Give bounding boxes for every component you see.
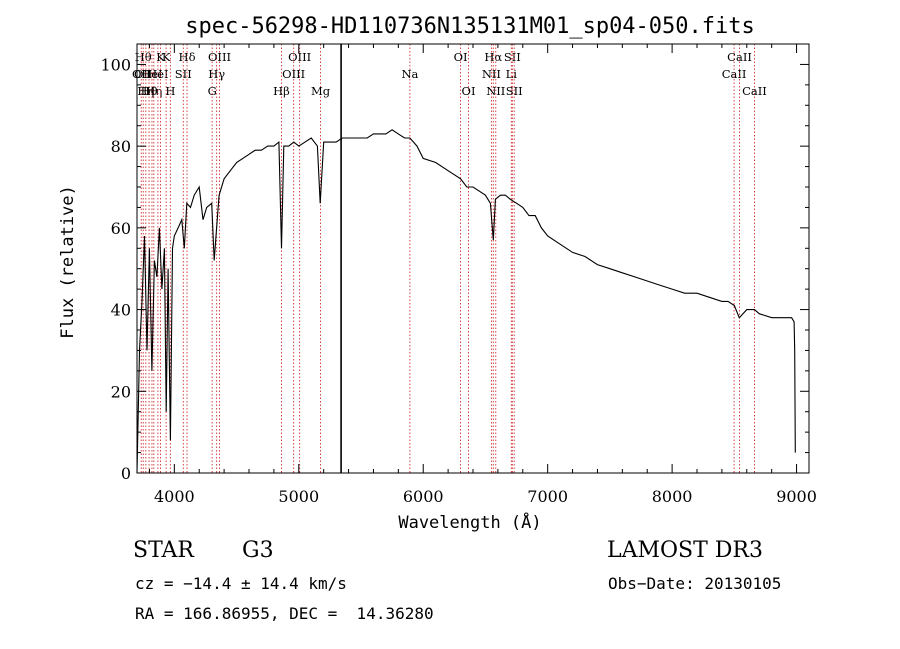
y-axis-label: Flux (relative) [58, 185, 78, 339]
line-label: NII [482, 67, 501, 81]
line-label: Hη [137, 84, 154, 98]
line-label: Hθ [135, 50, 152, 64]
line-label: SII [175, 67, 192, 81]
line-label: CaII [727, 50, 752, 64]
object-class: STAR [133, 538, 194, 563]
x-tick-label: 8000 [652, 487, 693, 506]
line-label: OIII [208, 50, 231, 64]
line-label: Na [401, 67, 418, 81]
flux-series-line [136, 129, 796, 474]
line-label: CaII [742, 84, 767, 98]
x-tick-label: 9000 [776, 487, 817, 506]
line-label: SII [506, 84, 523, 98]
axis-ticks [137, 44, 809, 474]
line-label: OII [134, 67, 153, 81]
line-label: Hα [484, 50, 502, 64]
ra-dec-coordinates: RA = 166.86955, DEC = 14.36280 [135, 604, 434, 623]
survey-name: LAMOST DR3 [607, 538, 763, 563]
y-tick-label: 80 [111, 137, 131, 156]
chart-title: spec-56298-HD110736N135131M01_sp04-050.f… [185, 14, 755, 39]
plot-frame [136, 43, 810, 474]
line-label: HeI [141, 67, 162, 81]
line-label: Mg [311, 84, 331, 98]
line-label: NII [486, 84, 505, 98]
redshift-cz: cz = −14.4 ± 14.4 km/s [135, 574, 347, 593]
line-label: Hη [145, 84, 162, 98]
x-tick-label: 4000 [154, 487, 195, 506]
y-tick-label: 40 [111, 301, 131, 320]
line-label: OIII [288, 50, 311, 64]
line-label: Hγ [208, 67, 225, 81]
line-label: K [156, 50, 165, 64]
x-tick-label: 7000 [527, 487, 568, 506]
observation-date: Obs−Date: 20130105 [608, 574, 782, 593]
line-label: OI [462, 84, 476, 98]
spectral-line-markers: OIIHθOIIHηHθHeIHηHeIKKHSIIHδGHγOIIIHβOII… [132, 44, 767, 473]
x-axis-label: Wavelength (Å) [398, 511, 541, 533]
line-label: H [165, 84, 175, 98]
y-tick-label: 60 [111, 219, 131, 238]
line-label: Hδ [179, 50, 196, 64]
line-label: OIII [282, 67, 305, 81]
line-label: OI [454, 50, 468, 64]
x-tick-label: 5000 [278, 487, 319, 506]
line-label: Hβ [273, 84, 290, 98]
y-tick-label: 0 [121, 464, 131, 483]
object-subclass: G3 [242, 538, 274, 563]
line-label: CaII [722, 67, 747, 81]
line-label: K [162, 50, 171, 64]
y-tick-label: 100 [100, 55, 131, 74]
line-label: SII [504, 50, 521, 64]
tick-labels: 4000 5000 6000 7000 8000 9000 0 20 40 60 80 100 [100, 55, 816, 506]
line-label: Li [506, 67, 518, 81]
y-tick-label: 20 [111, 382, 131, 401]
line-label: HeI [147, 67, 168, 81]
x-tick-label: 6000 [403, 487, 444, 506]
line-label: G [208, 84, 217, 98]
